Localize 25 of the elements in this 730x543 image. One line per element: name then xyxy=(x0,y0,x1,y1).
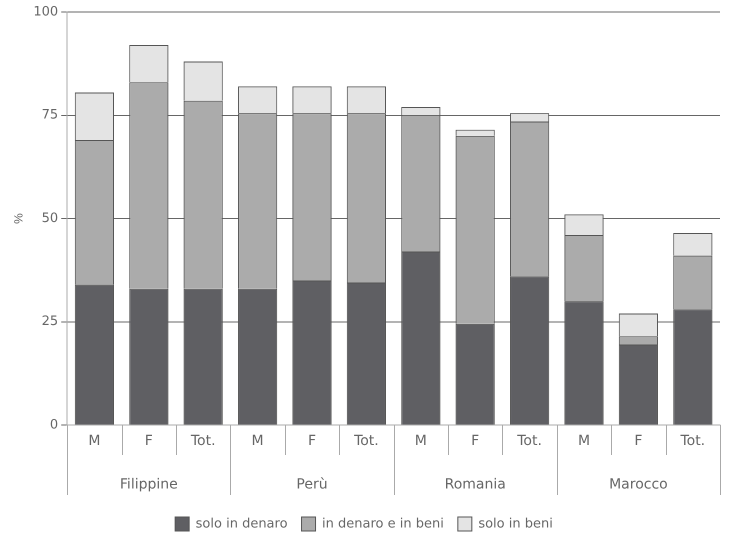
x-tick-label: F xyxy=(144,433,153,450)
legend-label: solo in beni xyxy=(478,516,553,532)
text: Marocco xyxy=(609,476,668,493)
x-tick-label: F xyxy=(308,433,316,450)
x-tick-label: F xyxy=(471,433,480,450)
y-tick-label: 50 xyxy=(42,210,58,226)
y-axis-title: % xyxy=(12,212,26,224)
x-tick-label: F xyxy=(634,433,642,450)
x-tick-label: M xyxy=(88,433,100,450)
legend-label: solo in denaro xyxy=(196,516,288,532)
text: Romania xyxy=(444,476,506,493)
y-tick-label: 0 xyxy=(50,417,58,432)
x-tick-label: M xyxy=(414,433,427,450)
x-tick-label: Tot. xyxy=(679,433,706,450)
legend-label: in denaro e in beni xyxy=(322,516,444,532)
x-tick-label: Tot. xyxy=(516,433,542,450)
y-tick-label: 75 xyxy=(42,108,58,123)
y-tick-label: 25 xyxy=(42,314,58,330)
x-tick-label: M xyxy=(252,433,264,450)
y-tick-label: 100 xyxy=(33,4,58,20)
x-tick-label: M xyxy=(578,433,590,450)
x-tick-label: Tot. xyxy=(353,433,379,450)
text: Filippine xyxy=(120,476,178,493)
text: Perù xyxy=(296,476,328,493)
x-tick-label: Tot. xyxy=(190,433,216,450)
